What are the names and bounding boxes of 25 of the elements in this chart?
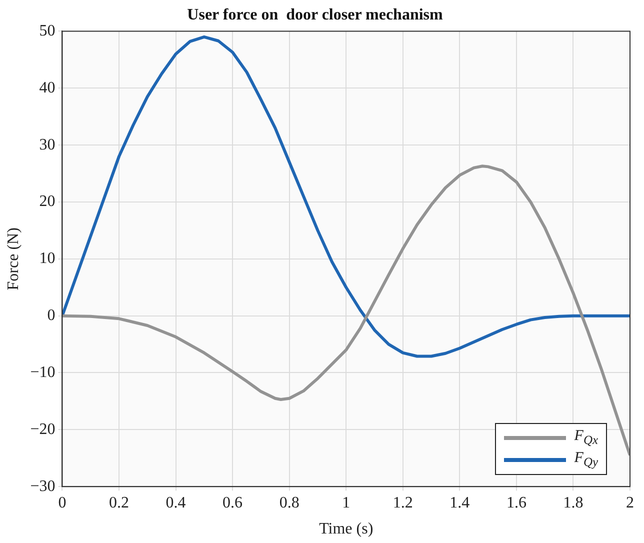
y-tick-label: 0	[47, 307, 56, 324]
y-tick-label: 40	[39, 79, 56, 96]
chart-title: User force on door closer mechanism	[187, 6, 444, 24]
y-tick-label: −10	[30, 364, 56, 381]
x-tick-label: 1.4	[450, 494, 470, 512]
legend-label: F$_{Qy}$	[574, 450, 598, 470]
x-axis-title: Time (s)	[319, 520, 374, 538]
x-tick-label: 1	[342, 494, 350, 512]
legend-label: F$_{Qx}$	[574, 428, 598, 448]
y-tick-label: −20	[30, 420, 56, 438]
y-tick-label: 30	[39, 136, 56, 154]
y-axis-title: Force (N)	[4, 228, 22, 290]
y-tick-label: 10	[39, 250, 56, 268]
x-tick-label: 1.8	[563, 494, 584, 512]
y-tick-label: 20	[39, 193, 56, 210]
y-tick-label: −30	[30, 478, 56, 495]
x-tick-label: 2	[626, 494, 634, 512]
x-tick-label: 1.6	[506, 494, 526, 512]
x-tick-label: 0.8	[279, 494, 300, 512]
x-tick-label: 0.6	[222, 494, 243, 512]
x-tick-label: 0.2	[109, 494, 129, 512]
x-tick-label: 1.2	[392, 494, 413, 512]
y-tick-label: 50	[39, 22, 56, 40]
x-tick-label: 0.4	[166, 494, 186, 512]
x-tick-label: 0	[58, 494, 66, 512]
